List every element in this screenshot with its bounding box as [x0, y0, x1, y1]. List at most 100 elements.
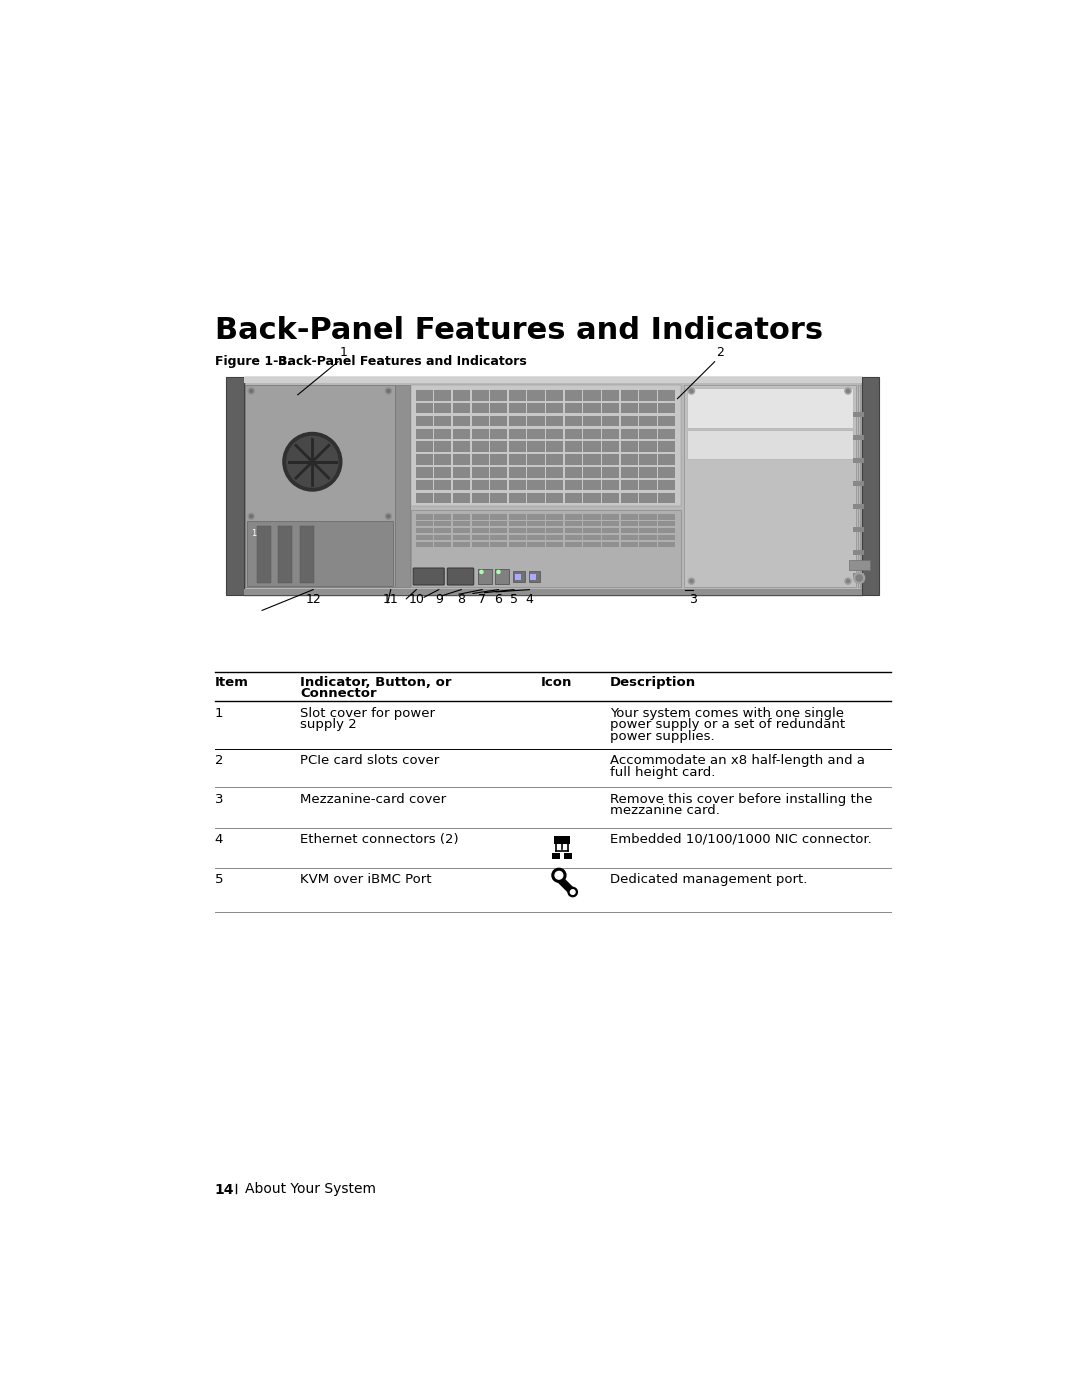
Bar — [546, 528, 564, 534]
Bar — [565, 429, 582, 439]
Circle shape — [248, 513, 255, 520]
Bar — [472, 493, 488, 503]
Bar — [434, 493, 451, 503]
Bar — [565, 521, 582, 527]
Bar — [453, 467, 470, 478]
Bar — [565, 535, 582, 541]
Bar — [603, 454, 619, 465]
Bar — [853, 550, 856, 555]
Bar — [603, 402, 619, 414]
Text: Figure 1-3.: Figure 1-3. — [215, 355, 292, 367]
Circle shape — [249, 390, 253, 393]
Bar — [858, 573, 861, 578]
Bar — [565, 416, 582, 426]
Circle shape — [847, 390, 850, 393]
Bar — [583, 521, 600, 527]
Bar — [490, 514, 508, 520]
Bar — [855, 436, 858, 440]
Bar — [472, 467, 488, 478]
Circle shape — [386, 513, 392, 520]
Bar — [527, 429, 544, 439]
Circle shape — [570, 890, 575, 894]
Circle shape — [688, 578, 694, 584]
Text: PCIe card slots cover: PCIe card slots cover — [300, 754, 440, 767]
Bar — [658, 493, 675, 503]
Bar — [565, 402, 582, 414]
Bar — [416, 454, 433, 465]
Bar — [472, 454, 488, 465]
Text: 2: 2 — [716, 345, 724, 359]
Bar — [858, 482, 861, 486]
Bar — [856, 573, 860, 578]
Bar — [859, 412, 862, 418]
Bar — [859, 573, 862, 578]
Bar — [490, 528, 508, 534]
Bar — [565, 454, 582, 465]
Bar — [565, 481, 582, 490]
Bar — [546, 514, 564, 520]
Text: 5: 5 — [510, 594, 518, 606]
Bar — [434, 429, 451, 439]
Bar — [453, 514, 470, 520]
Bar — [856, 458, 860, 462]
Bar — [472, 429, 488, 439]
Bar — [434, 467, 451, 478]
Text: 10: 10 — [408, 594, 424, 606]
Bar — [658, 454, 675, 465]
Bar — [453, 528, 470, 534]
Bar — [554, 835, 570, 844]
Bar — [416, 535, 433, 541]
Bar — [527, 514, 544, 520]
Bar — [858, 458, 861, 462]
Text: 11: 11 — [383, 594, 399, 606]
Bar — [546, 493, 564, 503]
Bar — [453, 454, 470, 465]
Bar — [527, 521, 544, 527]
Text: About Your System: About Your System — [245, 1182, 376, 1196]
Bar — [639, 390, 657, 401]
Bar — [527, 542, 544, 548]
Bar — [546, 467, 564, 478]
Bar — [546, 416, 564, 426]
Bar — [583, 467, 600, 478]
Text: 1: 1 — [215, 707, 224, 719]
Bar — [434, 535, 451, 541]
Bar — [434, 514, 451, 520]
Bar — [621, 416, 638, 426]
Bar — [509, 521, 526, 527]
Bar — [490, 402, 508, 414]
Bar — [490, 467, 508, 478]
Bar — [853, 458, 856, 462]
Bar — [603, 481, 619, 490]
Bar — [416, 542, 433, 548]
Bar — [527, 481, 544, 490]
Text: 14: 14 — [215, 1182, 234, 1196]
Bar — [509, 467, 526, 478]
Bar — [565, 854, 572, 859]
Bar — [434, 454, 451, 465]
Bar — [621, 535, 638, 541]
Bar — [639, 454, 657, 465]
Bar — [490, 535, 508, 541]
Bar — [509, 542, 526, 548]
Text: Ethernet connectors (2): Ethernet connectors (2) — [300, 833, 459, 847]
Circle shape — [497, 570, 500, 573]
Bar — [658, 481, 675, 490]
Bar — [858, 504, 861, 509]
Bar — [546, 454, 564, 465]
Bar — [658, 390, 675, 401]
Bar — [861, 436, 864, 440]
Bar — [434, 441, 451, 453]
Text: Indicator, Button, or: Indicator, Button, or — [300, 676, 451, 689]
Bar — [257, 525, 271, 583]
Bar — [416, 528, 433, 534]
Bar — [859, 528, 862, 532]
Bar — [583, 535, 600, 541]
Circle shape — [845, 578, 851, 584]
Bar — [621, 441, 638, 453]
Bar — [859, 384, 861, 587]
Bar — [621, 454, 638, 465]
Bar — [862, 377, 879, 595]
Bar — [861, 412, 864, 418]
Bar — [603, 528, 619, 534]
